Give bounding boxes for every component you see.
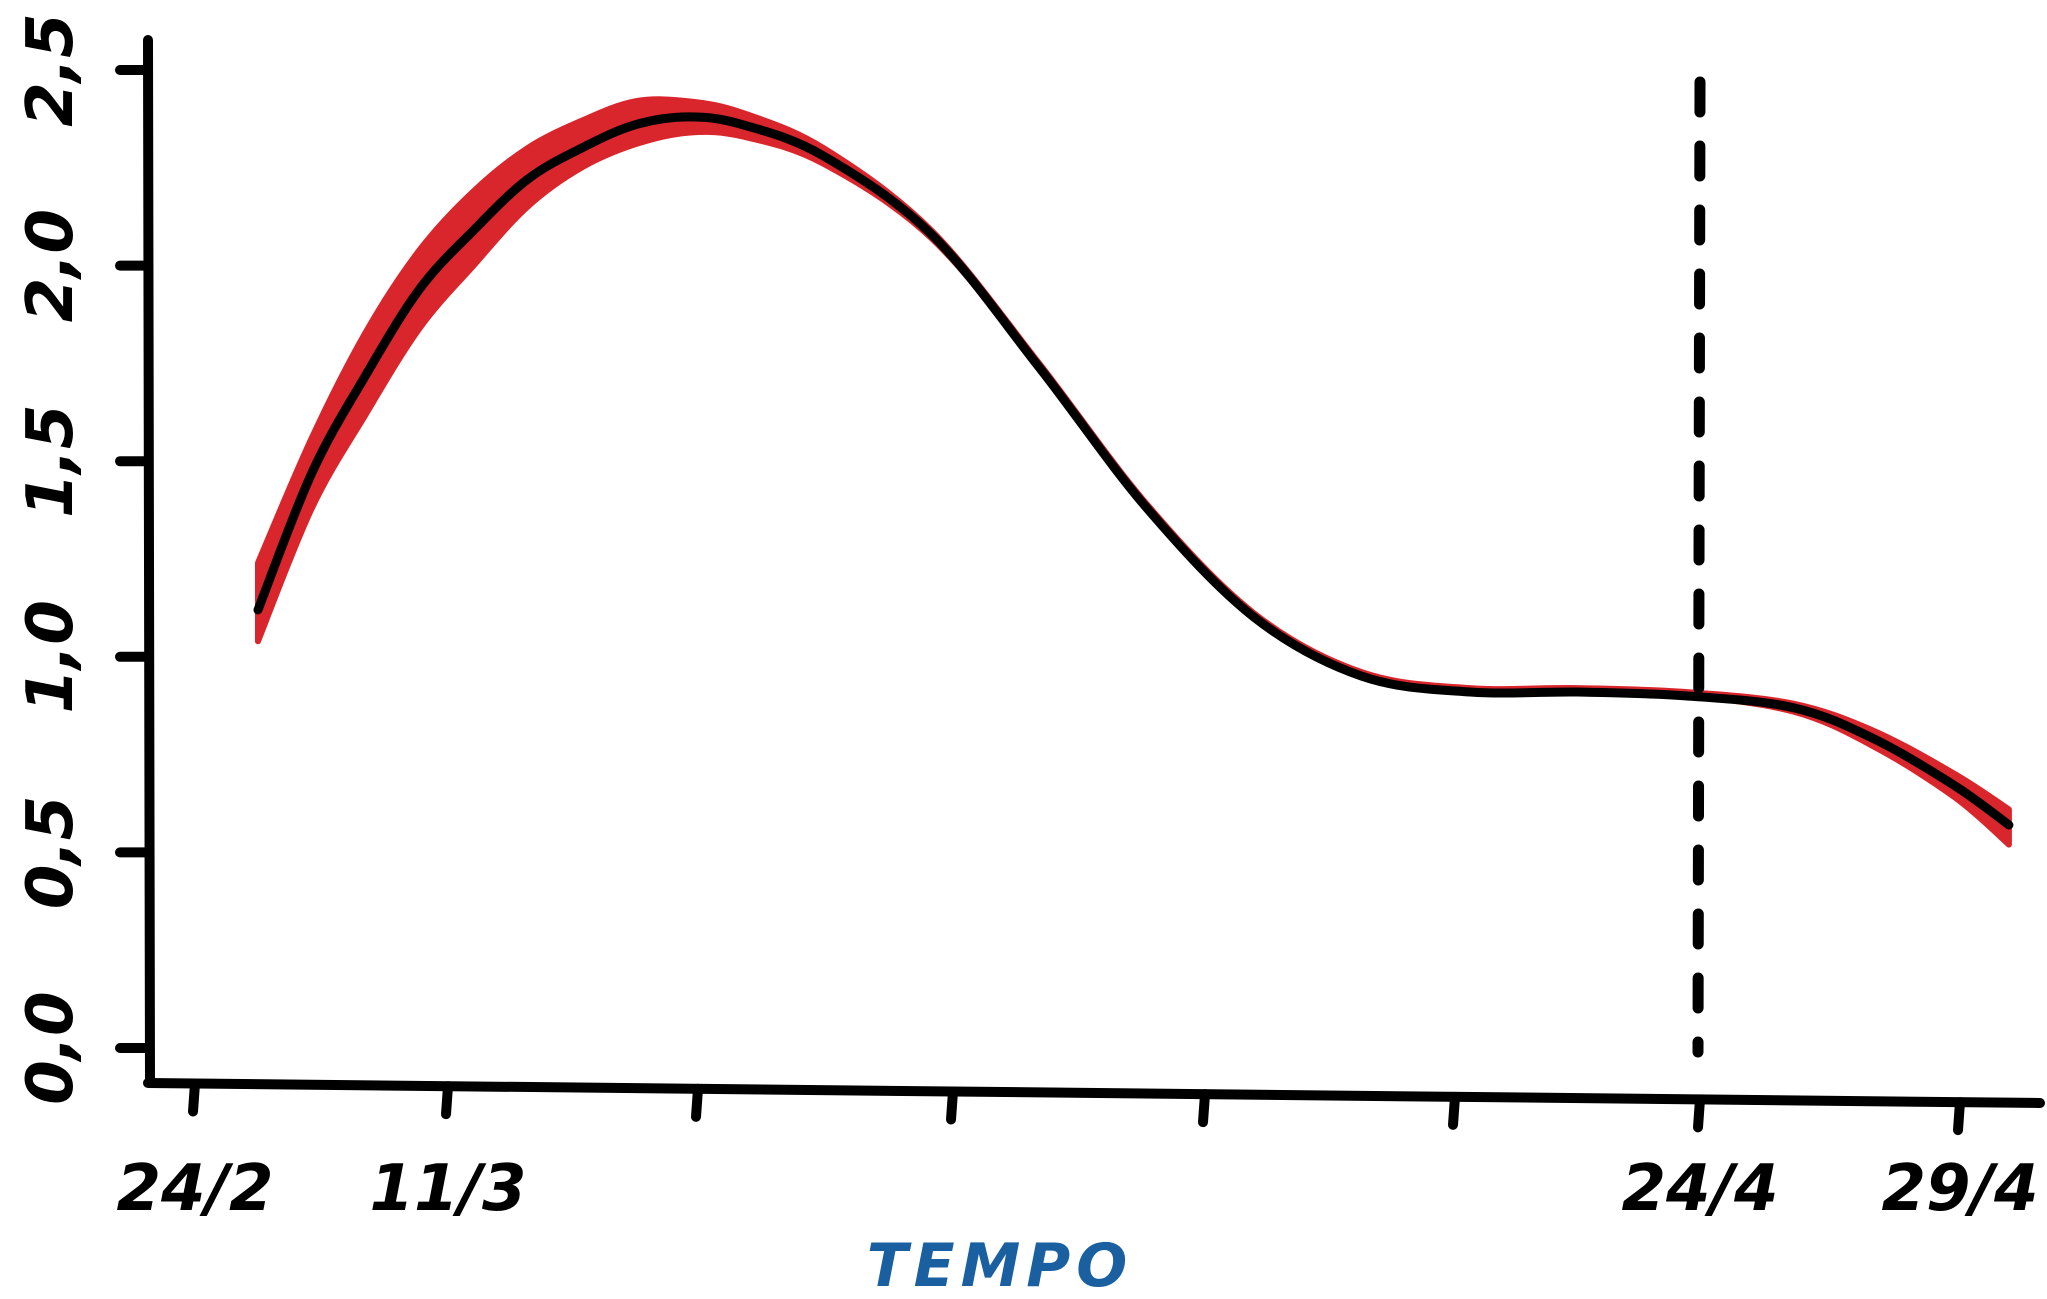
x-tick-mark [691,1083,703,1122]
x-tick-mark [441,1081,453,1120]
y-tick-label: 0,0 [14,991,88,1104]
axes-layer [143,35,2045,1108]
y-tick-label: 2,5 [14,13,88,126]
x-tick-layer: 24/2 11/3 24/4 29/4 [117,1078,2039,1226]
x-tick-mark [1198,1089,1210,1128]
y-tick-label: 2,0 [14,209,88,322]
x-tick-mark [1953,1097,1965,1136]
y-tick-label: 0,5 [14,796,88,909]
x-tick-label: 24/2 [117,1152,274,1226]
x-tick-label: 11/3 [370,1152,527,1226]
x-axis-label: TEMPO [867,1231,1134,1299]
x-axis-line [143,1078,2045,1108]
x-tick-label: 29/4 [1882,1152,2039,1226]
series-line-layer [253,112,2014,830]
confidence-band [255,96,2012,848]
vertical-marker-line [1692,76,1706,1058]
x-tick-mark [946,1086,958,1125]
y-axis-line [143,35,155,1088]
y-tick-label: 1,0 [14,600,88,713]
x-tick-label: 24/4 [1622,1152,1779,1226]
x-tick-mark [188,1078,200,1117]
confidence-band-layer [255,96,2012,848]
x-tick-mark [1693,1094,1705,1133]
vertical-marker-layer [1692,76,1706,1058]
series-line [253,112,2014,830]
y-tick-label: 1,5 [14,405,88,518]
x-tick-mark [1448,1091,1460,1130]
y-tick-layer: 0,0 0,5 1,0 1,5 2,0 2,5 [14,13,153,1105]
